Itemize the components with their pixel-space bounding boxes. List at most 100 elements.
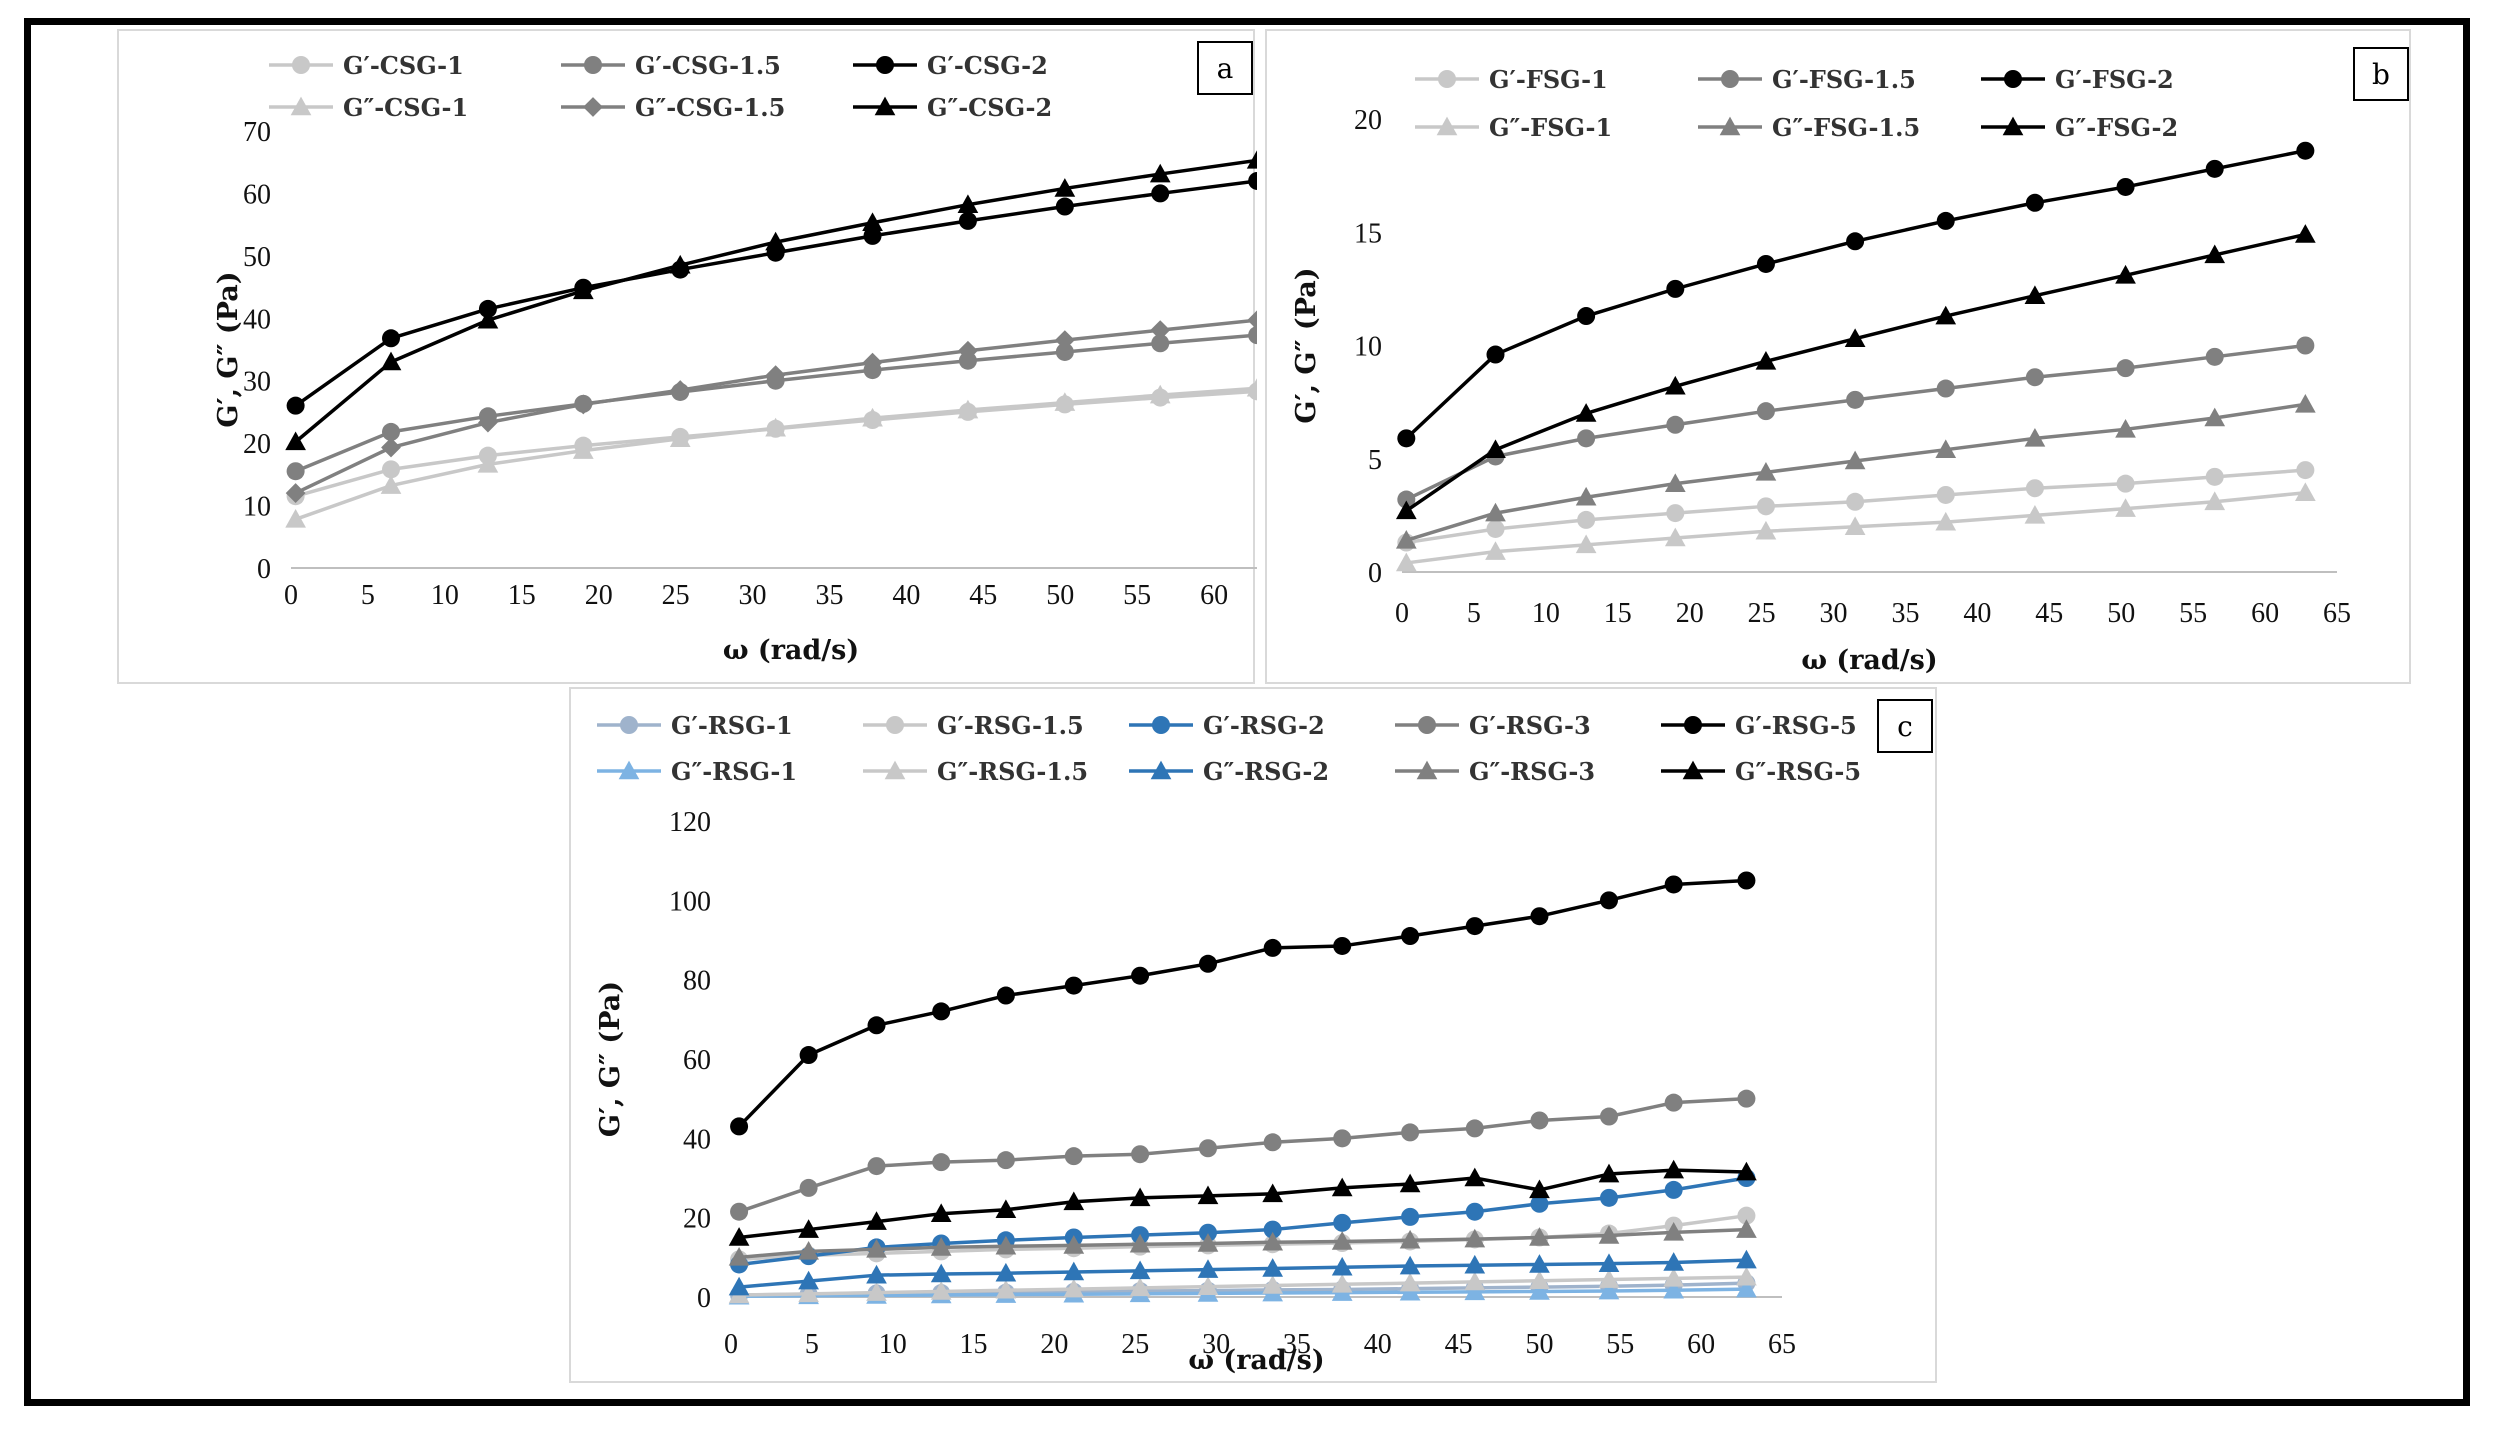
point-gp-fsg-1_5-4 [1756, 402, 1775, 421]
ticks-a: 0510152025303540455055606501020304050607… [243, 117, 1228, 611]
point-gp-rsg-5-15 [1737, 871, 1756, 890]
point-gpp-csg-1-1 [380, 475, 402, 494]
point-gpp-rsg-3-7 [1197, 1233, 1219, 1252]
line-gpp-rsg-3 [738, 1227, 1747, 1260]
point-gpp-rsg-3-11 [1464, 1228, 1486, 1248]
point-gpp-csg-1_5-9 [1150, 320, 1171, 341]
x-tick-c-20: 20 [1040, 1329, 1068, 1360]
point-gp-rsg-3-10 [1401, 1123, 1420, 1142]
point-gp-rsg-5-1 [799, 1046, 818, 1065]
legend-item-gpp-rsg-2: G″-RSG-2 [1129, 757, 1329, 786]
point-gpp-fsg-1-7 [2024, 505, 2046, 524]
point-gp-fsg-1-10 [2296, 461, 2315, 480]
point-gpp-csg-1_5-5 [765, 365, 786, 385]
point-gp-csg-1_5-10 [1248, 326, 1257, 345]
legend-marker-gpp-fsg-1 [1436, 116, 1458, 136]
point-gp-rsg-5-10 [1401, 927, 1420, 946]
point-gpp-rsg-2-13 [1598, 1253, 1620, 1272]
y-tick-c-80: 80 [683, 966, 711, 997]
point-gpp-fsg-1-0 [1395, 552, 1417, 572]
point-gpp-csg-1-4 [669, 428, 691, 448]
point-gp-csg-2-0 [286, 396, 305, 415]
legend-item-gpp-csg-2: G″-CSG-2 [853, 93, 1052, 122]
point-gpp-rsg-3-1 [798, 1241, 819, 1260]
legend-item-gp-rsg-3: G′-RSG-3 [1395, 711, 1591, 740]
line-gp-rsg-2 [738, 1176, 1747, 1267]
legend-item-gp-fsg-1_5: G′-FSG-1.5 [1698, 65, 1916, 94]
point-gpp-csg-1_5-1 [381, 437, 401, 458]
point-gpp-rsg-5-10 [1399, 1173, 1421, 1193]
ticks-b: 0 5 10 15 20 25 30 35 40 45 50 55 60 65 0 5 10 15 20 [1354, 105, 2351, 629]
point-gp-rsg-1_5-15 [1737, 1206, 1756, 1225]
point-gpp-rsg-1-13 [1598, 1280, 1620, 1300]
point-gpp-fsg-1_5-2 [1575, 486, 1597, 506]
x-tick-c-30: 30 [1202, 1329, 1230, 1360]
point-gpp-fsg-1-6 [1935, 511, 1957, 531]
point-gp-rsg-5-4 [996, 986, 1015, 1005]
series-gpp-fsg-1_5 [1395, 394, 2316, 549]
point-gpp-rsg-5-11 [1464, 1167, 1486, 1187]
point-gp-csg-1_5-1 [382, 422, 400, 441]
point-gp-rsg-3-0 [730, 1202, 749, 1221]
point-gp-fsg-2-2 [1577, 307, 1596, 326]
point-gp-fsg-1_5-2 [1577, 429, 1596, 448]
point-gp-fsg-1_5-5 [1846, 390, 1865, 409]
legend-item-gp-rsg-1: G′-RSG-1 [597, 711, 793, 740]
legend-marker-gp-rsg-1_5 [886, 716, 904, 734]
point-gpp-rsg-5-2 [866, 1211, 887, 1230]
legend-marker-gp-csg-2 [876, 56, 894, 74]
point-gp-fsg-1-9 [2205, 467, 2224, 486]
point-gp-fsg-1-8 [2116, 474, 2135, 493]
line-gp-rsg-5 [737, 878, 1747, 1128]
x-tick-b-45: 45 [2035, 598, 2063, 629]
point-gpp-csg-2-4 [669, 254, 691, 274]
point-gp-rsg-3-1 [799, 1178, 818, 1197]
point-gp-rsg-5-3 [932, 1002, 951, 1021]
point-gpp-rsg-1_5-1 [798, 1283, 819, 1303]
point-gpp-fsg-1_5-9 [2204, 407, 2226, 427]
point-gp-fsg-2-8 [2116, 177, 2135, 196]
point-gpp-rsg-1_5-8 [1262, 1275, 1284, 1294]
point-gpp-rsg-5-5 [1063, 1191, 1085, 1211]
chart-c: 0 5 10 15 20 25 30 35 40 45 50 55 60 65 0 20 40 60 80 100 12… [595, 711, 1861, 1376]
legend-marker-gp-fsg-1_5 [1721, 70, 1739, 88]
point-gp-rsg-3-6 [1131, 1145, 1150, 1164]
legend-label-gp-rsg-1: G′-RSG-1 [671, 711, 793, 740]
point-gpp-csg-2-2 [477, 309, 499, 329]
y-axis-label-a: G′, G″ (Pa) [213, 271, 244, 427]
point-gpp-rsg-2-0 [728, 1276, 750, 1296]
point-gpp-rsg-1_5-10 [1399, 1272, 1421, 1292]
point-gp-rsg-3-15 [1737, 1089, 1756, 1108]
legend-label-gpp-rsg-1: G″-RSG-1 [671, 757, 797, 786]
point-gpp-rsg-1_5-13 [1598, 1269, 1620, 1288]
y-tick-b-0: 0 [1368, 558, 1382, 589]
series-gp-csg-1_5 [286, 326, 1257, 481]
point-gpp-rsg-1-15 [1736, 1278, 1757, 1298]
legend-marker-gpp-csg-1_5 [583, 97, 603, 117]
line-gpp-csg-1 [295, 386, 1257, 521]
point-gp-csg-1_5-9 [1151, 334, 1170, 353]
x-tick-c-55: 55 [1606, 1329, 1634, 1360]
point-gp-rsg-5-0 [730, 1117, 749, 1136]
legend-marker-gp-csg-1 [292, 56, 310, 74]
legend-marker-gp-rsg-2 [1152, 716, 1170, 734]
x-tick-c-10: 10 [879, 1329, 907, 1360]
point-gp-csg-1-1 [382, 460, 400, 479]
point-gp-rsg-2-12 [1530, 1194, 1549, 1213]
point-gpp-csg-1_5-8 [1054, 330, 1075, 351]
legend-label-gpp-rsg-2: G″-RSG-2 [1203, 757, 1329, 786]
point-gpp-rsg-5-1 [798, 1219, 819, 1238]
legend-label-gpp-csg-1_5: G″-CSG-1.5 [635, 93, 785, 122]
point-gp-fsg-1_5-9 [2205, 347, 2224, 366]
point-gpp-fsg-2-8 [2115, 264, 2136, 284]
point-gpp-fsg-2-2 [1575, 403, 1597, 422]
point-gp-rsg-5-14 [1664, 875, 1683, 894]
point-gpp-csg-2-8 [1054, 178, 1076, 197]
point-gpp-fsg-2-1 [1485, 439, 1506, 458]
point-gpp-rsg-1_5-3 [930, 1281, 952, 1300]
point-gpp-fsg-1-9 [2204, 491, 2226, 511]
point-gp-rsg-3-5 [1064, 1147, 1083, 1166]
point-gpp-fsg-1_5-8 [2115, 418, 2136, 438]
point-gpp-rsg-2-6 [1129, 1260, 1151, 1280]
point-gpp-csg-2-10 [1246, 150, 1257, 169]
